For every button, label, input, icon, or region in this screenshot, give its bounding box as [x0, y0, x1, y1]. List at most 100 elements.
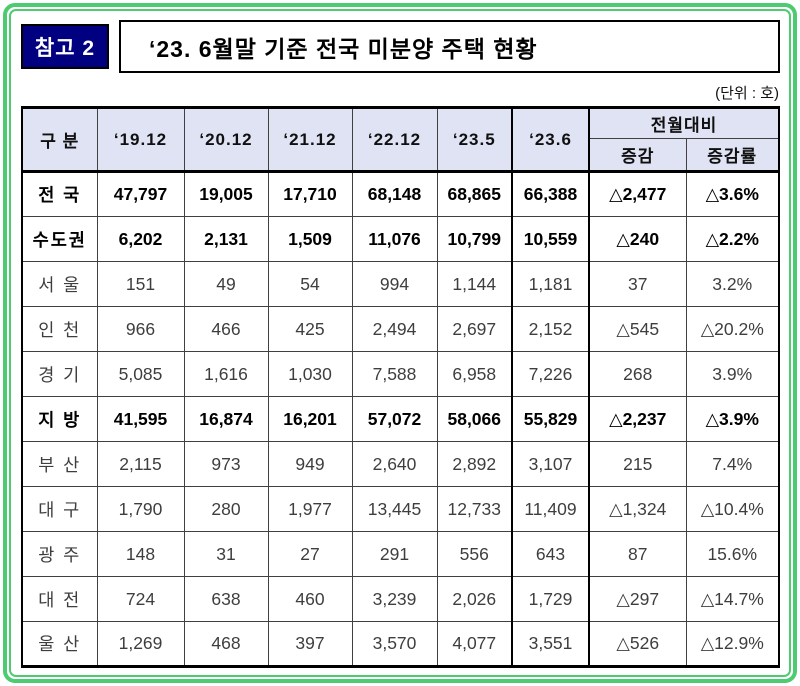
- table-cell: 10,799: [436, 216, 513, 262]
- table-cell: △10.4%: [685, 486, 780, 532]
- table-cell: 54: [267, 261, 353, 307]
- table-cell: 5,085: [96, 351, 185, 397]
- table-cell: △14.7%: [685, 576, 780, 622]
- table-cell: 966: [96, 306, 185, 352]
- page-frame: 참고 2 ‘23. 6월말 기준 전국 미분양 주택 현황 (단위 : 호) 구…: [3, 3, 797, 683]
- table-cell: 148: [96, 531, 185, 577]
- table-row: 광 주 148 31 27 291 556 643 87 15.6%: [21, 531, 780, 577]
- table-cell: 87: [588, 531, 687, 577]
- col-header-2012: ‘20.12: [183, 107, 269, 172]
- table-cell: 460: [267, 576, 353, 622]
- table-cell: 1,030: [267, 351, 353, 397]
- table-cell: 3,107: [511, 441, 590, 487]
- table-cell: 2,892: [436, 441, 513, 487]
- table-cell: 66,388: [511, 171, 590, 217]
- table-cell: △545: [588, 306, 687, 352]
- table-row: 서 울 151 49 54 994 1,144 1,181 37 3.2%: [21, 261, 780, 307]
- table-cell: 2,152: [511, 306, 590, 352]
- table-row: 대 전 724 638 460 3,239 2,026 1,729 △297 △14.7%: [21, 576, 780, 622]
- row-label: 경 기: [21, 351, 98, 397]
- table-cell: △20.2%: [685, 306, 780, 352]
- page-content: 참고 2 ‘23. 6월말 기준 전국 미분양 주택 현황 (단위 : 호) 구…: [9, 9, 791, 677]
- row-label: 광 주: [21, 531, 98, 577]
- row-label: 서 울: [21, 261, 98, 307]
- table-cell: 13,445: [351, 486, 438, 532]
- table-cell: 468: [183, 621, 269, 667]
- table-cell: 41,595: [96, 396, 185, 442]
- table-cell: 1,509: [267, 216, 353, 262]
- table-cell: 2,026: [436, 576, 513, 622]
- table-cell: 3.9%: [685, 351, 780, 397]
- table-cell: 1,729: [511, 576, 590, 622]
- table-cell: 973: [183, 441, 269, 487]
- table-cell: 3,570: [351, 621, 438, 667]
- table-cell: 68,148: [351, 171, 438, 217]
- table-cell: 11,409: [511, 486, 590, 532]
- col-header-236: ‘23.6: [511, 107, 590, 172]
- row-label: 부 산: [21, 441, 98, 487]
- table-row: 전 국 47,797 19,005 17,710 68,148 68,865 66,388 △…: [21, 171, 780, 217]
- table-cell: 1,181: [511, 261, 590, 307]
- table-cell: △3.9%: [685, 396, 780, 442]
- table-cell: 397: [267, 621, 353, 667]
- table-cell: 7.4%: [685, 441, 780, 487]
- page-title: ‘23. 6월말 기준 전국 미분양 주택 현황: [119, 20, 780, 73]
- table-cell: 215: [588, 441, 687, 487]
- table-cell: 638: [183, 576, 269, 622]
- table-cell: 58,066: [436, 396, 513, 442]
- col-header-category: 구 분: [21, 107, 98, 172]
- col-header-2212: ‘22.12: [351, 107, 438, 172]
- table-cell: △2,237: [588, 396, 687, 442]
- table-cell: △12.9%: [685, 621, 780, 667]
- table-cell: 15.6%: [685, 531, 780, 577]
- table-cell: 994: [351, 261, 438, 307]
- row-label: 대 전: [21, 576, 98, 622]
- table-cell: 949: [267, 441, 353, 487]
- table-row: 경 기 5,085 1,616 1,030 7,588 6,958 7,226 268 3.9%: [21, 351, 780, 397]
- unsold-housing-table: 구 분 ‘19.12 ‘20.12 ‘21.12 ‘22.12 ‘23.5 ‘2…: [21, 106, 780, 668]
- table-cell: 1,790: [96, 486, 185, 532]
- table-cell: 268: [588, 351, 687, 397]
- table-cell: 1,144: [436, 261, 513, 307]
- table-cell: 280: [183, 486, 269, 532]
- row-label: 인 천: [21, 306, 98, 352]
- table-cell: 68,865: [436, 171, 513, 217]
- table-cell: 2,131: [183, 216, 269, 262]
- page-header: 참고 2 ‘23. 6월말 기준 전국 미분양 주택 현황: [21, 20, 780, 73]
- table-cell: 16,201: [267, 396, 353, 442]
- table-row: 인 천 966 466 425 2,494 2,697 2,152 △545 △20.2%: [21, 306, 780, 352]
- row-label: 전 국: [21, 171, 98, 217]
- table-cell: 1,269: [96, 621, 185, 667]
- row-label: 울 산: [21, 621, 98, 667]
- table-cell: 49: [183, 261, 269, 307]
- reference-badge: 참고 2: [21, 24, 109, 69]
- table-cell: 10,559: [511, 216, 590, 262]
- table-cell: 2,697: [436, 306, 513, 352]
- table-cell: 55,829: [511, 396, 590, 442]
- col-header-235: ‘23.5: [436, 107, 513, 172]
- table-cell: 466: [183, 306, 269, 352]
- col-header-2112: ‘21.12: [267, 107, 353, 172]
- table-cell: 11,076: [351, 216, 438, 262]
- table-row: 울 산 1,269 468 397 3,570 4,077 3,551 △526 △12.9%: [21, 621, 780, 667]
- table-cell: △526: [588, 621, 687, 667]
- table-cell: △2,477: [588, 171, 687, 217]
- table-cell: 2,640: [351, 441, 438, 487]
- table-cell: 7,226: [511, 351, 590, 397]
- table-cell: 2,494: [351, 306, 438, 352]
- table-cell: 643: [511, 531, 590, 577]
- table-row: 지 방 41,595 16,874 16,201 57,072 58,066 55,829 △…: [21, 396, 780, 442]
- unit-note: (단위 : 호): [715, 85, 779, 102]
- table-cell: 57,072: [351, 396, 438, 442]
- col-header-change-rate: 증감률: [685, 138, 780, 172]
- row-label: 지 방: [21, 396, 98, 442]
- table-header: 구 분 ‘19.12 ‘20.12 ‘21.12 ‘22.12 ‘23.5 ‘2…: [21, 107, 780, 172]
- table-cell: 1,616: [183, 351, 269, 397]
- col-header-1912: ‘19.12: [96, 107, 185, 172]
- table-cell: 1,977: [267, 486, 353, 532]
- table-cell: 7,588: [351, 351, 438, 397]
- table-cell: 17,710: [267, 171, 353, 217]
- table-row: 수도권 6,202 2,131 1,509 11,076 10,799 10,559 △240…: [21, 216, 780, 262]
- table-row: 부 산 2,115 973 949 2,640 2,892 3,107 215 7.4%: [21, 441, 780, 487]
- table-cell: 724: [96, 576, 185, 622]
